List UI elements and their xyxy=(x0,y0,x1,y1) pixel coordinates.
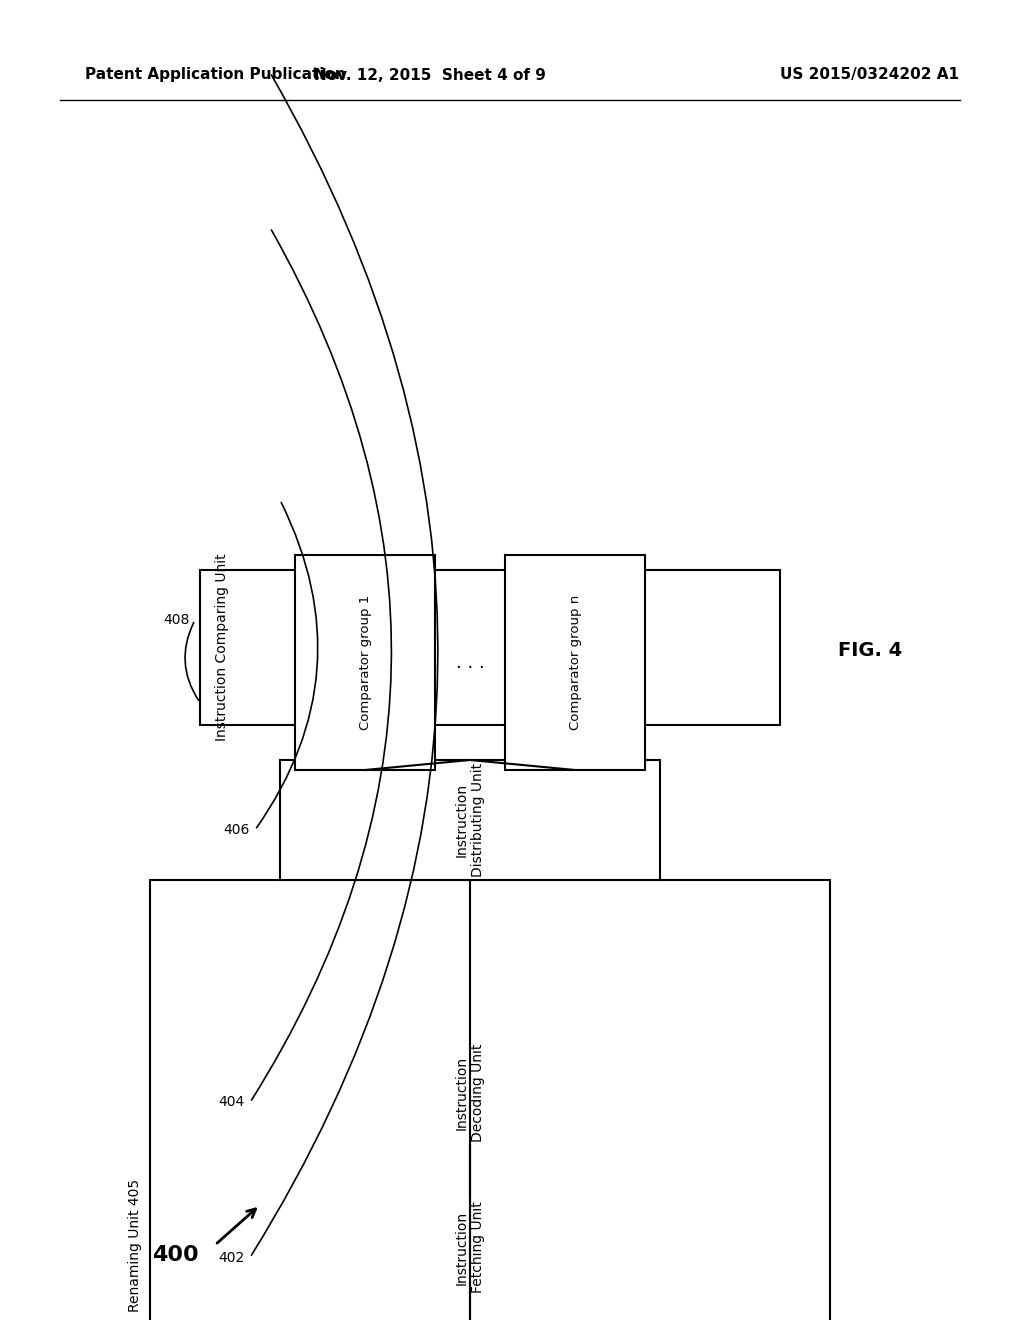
Text: Instruction
Decoding Unit: Instruction Decoding Unit xyxy=(455,1043,485,1142)
Text: Instruction
Distributing Unit: Instruction Distributing Unit xyxy=(455,763,485,876)
Text: Renaming Unit 405: Renaming Unit 405 xyxy=(128,1179,142,1312)
Text: Instruction Comparing Unit: Instruction Comparing Unit xyxy=(215,553,229,742)
Text: Nov. 12, 2015  Sheet 4 of 9: Nov. 12, 2015 Sheet 4 of 9 xyxy=(314,67,546,82)
Bar xyxy=(505,554,645,770)
Text: 406: 406 xyxy=(223,822,250,837)
Bar xyxy=(280,760,660,880)
Text: Instruction
Fetching Unit: Instruction Fetching Unit xyxy=(455,1201,485,1294)
Text: Comparator group 1: Comparator group 1 xyxy=(358,595,372,730)
Text: US 2015/0324202 A1: US 2015/0324202 A1 xyxy=(780,67,959,82)
Text: FIG. 4: FIG. 4 xyxy=(838,640,902,660)
Text: . . .: . . . xyxy=(456,653,484,672)
Text: 402: 402 xyxy=(219,1250,245,1265)
Text: 400: 400 xyxy=(152,1245,199,1265)
Bar xyxy=(150,880,830,1320)
Bar xyxy=(270,1040,670,1144)
Bar xyxy=(270,1195,670,1300)
Text: Patent Application Publication: Patent Application Publication xyxy=(85,67,346,82)
Text: 408: 408 xyxy=(164,612,190,627)
Text: 404: 404 xyxy=(219,1096,245,1110)
Text: Comparator group n: Comparator group n xyxy=(568,595,582,730)
Bar xyxy=(295,554,435,770)
Bar xyxy=(200,570,780,725)
